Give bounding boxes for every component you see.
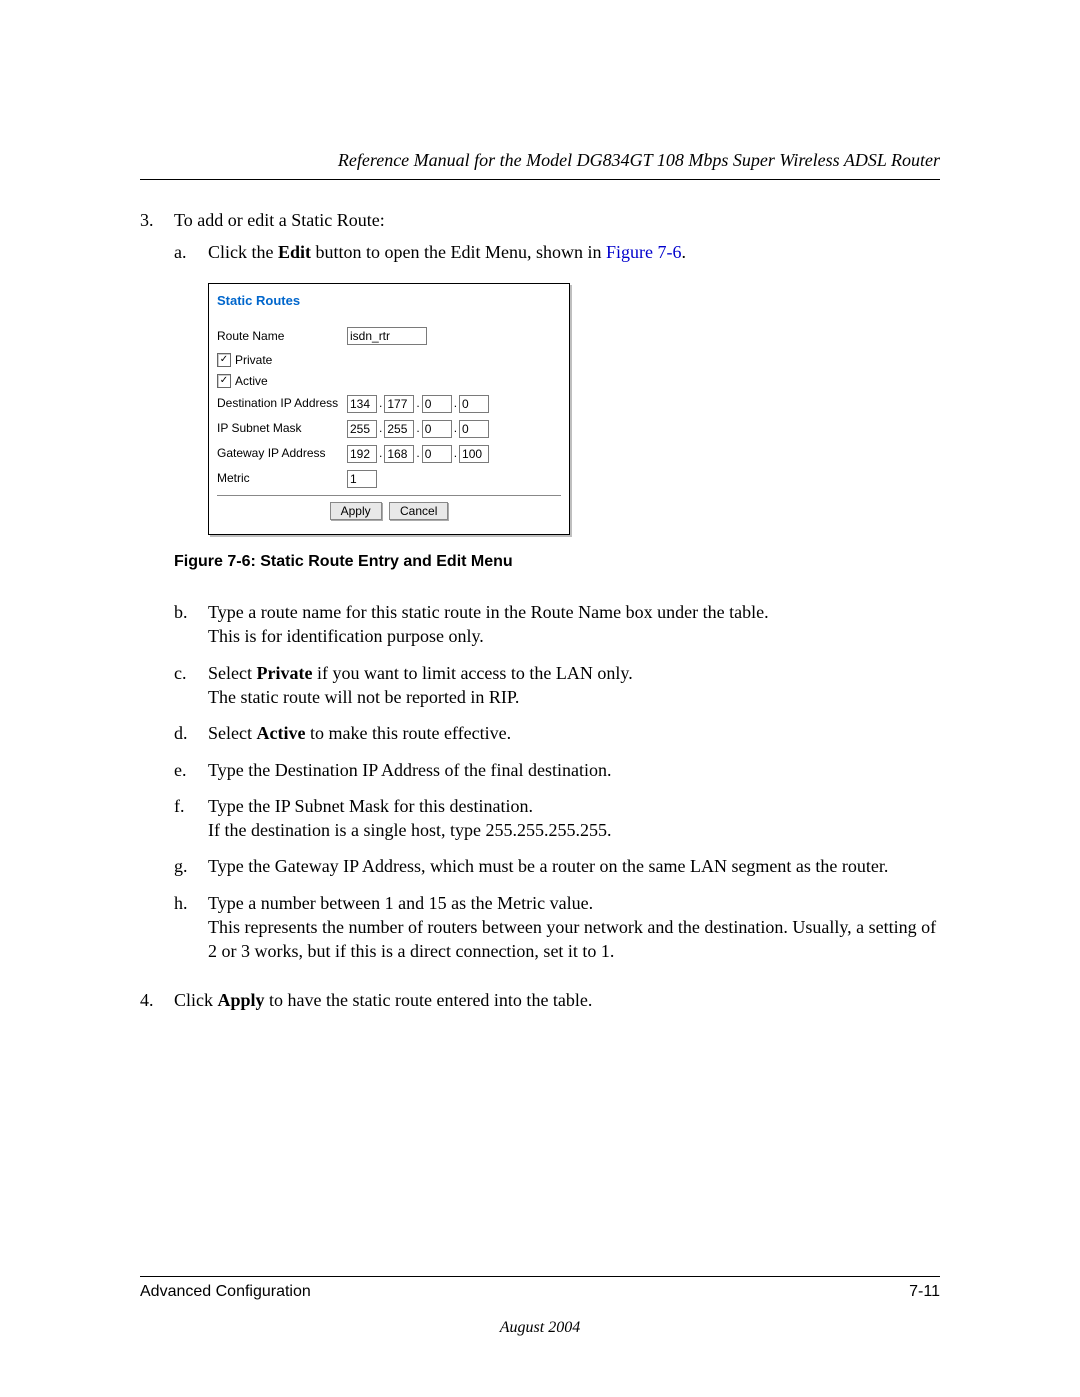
active-label: Active (235, 373, 268, 389)
metric-input[interactable] (347, 470, 377, 488)
step-3e-letter: e. (174, 758, 208, 782)
gateway-label: Gateway IP Address (217, 445, 347, 461)
footer-section: Advanced Configuration (140, 1283, 311, 1301)
step-4-number: 4. (140, 988, 174, 1012)
step-3a-letter: a. (174, 240, 208, 264)
gateway-octet-3[interactable] (422, 445, 452, 463)
dest-ip-label: Destination IP Address (217, 395, 347, 411)
page-header: Reference Manual for the Model DG834GT 1… (140, 150, 940, 171)
private-label: Private (235, 352, 272, 368)
figure-link[interactable]: Figure 7-6 (606, 242, 682, 262)
step-3c-letter: c. (174, 661, 208, 710)
dest-ip-octet-3[interactable] (422, 395, 452, 413)
footer-date: August 2004 (140, 1319, 940, 1337)
step-3g-text: Type the Gateway IP Address, which must … (208, 854, 940, 878)
subnet-octet-1[interactable] (347, 420, 377, 438)
footer-rule (140, 1276, 940, 1277)
step-3d-letter: d. (174, 721, 208, 745)
step-3-text: To add or edit a Static Route: (174, 210, 385, 230)
footer-page: 7-11 (909, 1283, 940, 1301)
step-3c-text: Select Private if you want to limit acce… (208, 661, 940, 710)
step-3g-letter: g. (174, 854, 208, 878)
step-3d-text: Select Active to make this route effecti… (208, 721, 940, 745)
private-checkbox[interactable]: ✓ (217, 353, 231, 367)
subnet-octet-3[interactable] (422, 420, 452, 438)
active-checkbox[interactable]: ✓ (217, 374, 231, 388)
dest-ip-octet-1[interactable] (347, 395, 377, 413)
step-3h-text: Type a number between 1 and 15 as the Me… (208, 891, 940, 964)
gateway-octet-2[interactable] (384, 445, 414, 463)
subnet-octet-4[interactable] (459, 420, 489, 438)
cancel-button[interactable]: Cancel (389, 502, 448, 520)
subnet-label: IP Subnet Mask (217, 420, 347, 436)
panel-divider (217, 495, 561, 496)
figure-caption: Figure 7-6: Static Route Entry and Edit … (174, 551, 940, 573)
step-3a-text: Click the Edit button to open the Edit M… (208, 240, 940, 264)
apply-button[interactable]: Apply (330, 502, 382, 520)
metric-label: Metric (217, 470, 347, 486)
step-4-text: Click Apply to have the static route ent… (174, 988, 940, 1012)
route-name-label: Route Name (217, 328, 347, 344)
step-3h-letter: h. (174, 891, 208, 964)
gateway-octet-1[interactable] (347, 445, 377, 463)
subnet-octet-2[interactable] (384, 420, 414, 438)
static-routes-panel: Static Routes Route Name ✓ Private (208, 283, 570, 535)
route-name-input[interactable] (347, 327, 427, 345)
step-3f-letter: f. (174, 794, 208, 843)
dest-ip-octet-2[interactable] (384, 395, 414, 413)
step-3-number: 3. (140, 208, 174, 976)
panel-title: Static Routes (209, 284, 569, 328)
gateway-octet-4[interactable] (459, 445, 489, 463)
step-3e-text: Type the Destination IP Address of the f… (208, 758, 940, 782)
dest-ip-octet-4[interactable] (459, 395, 489, 413)
step-3f-text: Type the IP Subnet Mask for this destina… (208, 794, 940, 843)
step-3b-letter: b. (174, 600, 208, 649)
step-3b-text: Type a route name for this static route … (208, 600, 940, 649)
header-rule (140, 179, 940, 180)
